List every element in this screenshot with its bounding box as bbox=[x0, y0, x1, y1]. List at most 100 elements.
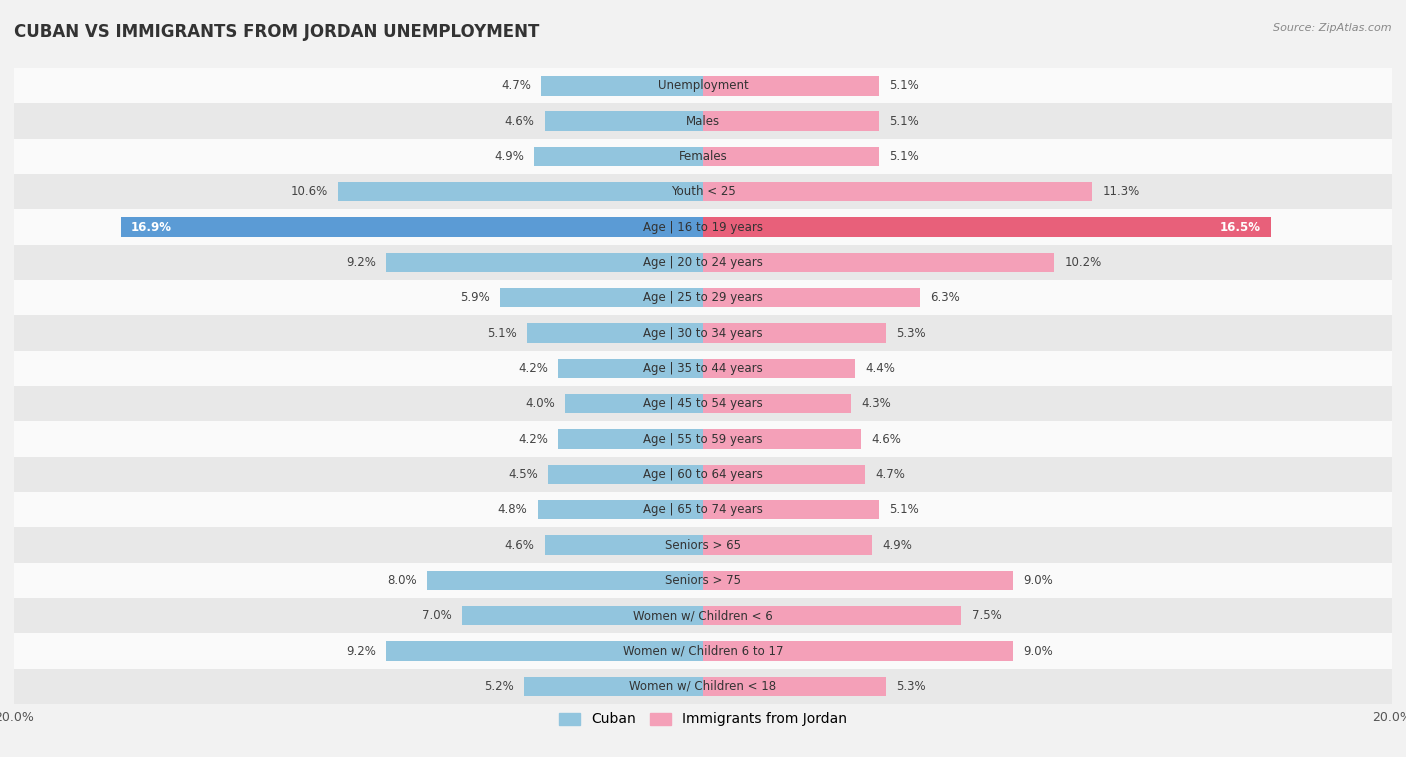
Bar bbox=[14, 422, 1392, 456]
Text: 5.2%: 5.2% bbox=[484, 680, 513, 693]
Text: 5.3%: 5.3% bbox=[896, 326, 925, 340]
Text: 5.1%: 5.1% bbox=[889, 79, 918, 92]
Bar bbox=[703, 253, 1054, 273]
Bar bbox=[337, 182, 703, 201]
Bar bbox=[558, 359, 703, 378]
Text: 5.9%: 5.9% bbox=[460, 291, 489, 304]
Bar bbox=[703, 677, 886, 696]
Text: Females: Females bbox=[679, 150, 727, 163]
Bar bbox=[14, 668, 1392, 704]
Text: 10.6%: 10.6% bbox=[290, 185, 328, 198]
Text: 16.9%: 16.9% bbox=[131, 220, 172, 234]
Text: Age | 60 to 64 years: Age | 60 to 64 years bbox=[643, 468, 763, 481]
Text: Seniors > 65: Seniors > 65 bbox=[665, 538, 741, 552]
Bar bbox=[537, 500, 703, 519]
Bar bbox=[703, 288, 920, 307]
Text: 7.0%: 7.0% bbox=[422, 609, 451, 622]
Text: 4.6%: 4.6% bbox=[872, 432, 901, 446]
Text: 11.3%: 11.3% bbox=[1102, 185, 1140, 198]
Text: 4.5%: 4.5% bbox=[508, 468, 537, 481]
Text: Age | 55 to 59 years: Age | 55 to 59 years bbox=[643, 432, 763, 446]
Bar bbox=[14, 528, 1392, 562]
Text: 8.0%: 8.0% bbox=[388, 574, 418, 587]
Text: 4.9%: 4.9% bbox=[494, 150, 524, 163]
Bar bbox=[703, 76, 879, 95]
Text: Unemployment: Unemployment bbox=[658, 79, 748, 92]
Text: 4.2%: 4.2% bbox=[519, 362, 548, 375]
Bar bbox=[14, 280, 1392, 316]
Bar bbox=[703, 465, 865, 484]
Bar bbox=[703, 641, 1012, 661]
Text: 4.8%: 4.8% bbox=[498, 503, 527, 516]
Bar bbox=[524, 677, 703, 696]
Text: Seniors > 75: Seniors > 75 bbox=[665, 574, 741, 587]
Text: 5.1%: 5.1% bbox=[889, 114, 918, 128]
Text: Age | 35 to 44 years: Age | 35 to 44 years bbox=[643, 362, 763, 375]
Bar bbox=[544, 111, 703, 131]
Bar bbox=[121, 217, 703, 237]
Bar bbox=[427, 571, 703, 590]
Bar bbox=[703, 217, 1271, 237]
Bar bbox=[14, 174, 1392, 210]
Bar bbox=[558, 429, 703, 449]
Bar bbox=[565, 394, 703, 413]
Text: 9.0%: 9.0% bbox=[1024, 644, 1053, 658]
Text: Source: ZipAtlas.com: Source: ZipAtlas.com bbox=[1274, 23, 1392, 33]
Bar bbox=[14, 316, 1392, 350]
Text: Youth < 25: Youth < 25 bbox=[671, 185, 735, 198]
Text: Age | 25 to 29 years: Age | 25 to 29 years bbox=[643, 291, 763, 304]
Text: 4.9%: 4.9% bbox=[882, 538, 912, 552]
Text: 5.1%: 5.1% bbox=[889, 503, 918, 516]
Bar bbox=[703, 394, 851, 413]
Bar bbox=[461, 606, 703, 625]
Bar bbox=[14, 634, 1392, 668]
Bar bbox=[703, 535, 872, 555]
Text: 4.7%: 4.7% bbox=[501, 79, 531, 92]
Text: 9.2%: 9.2% bbox=[346, 644, 375, 658]
Text: Women w/ Children 6 to 17: Women w/ Children 6 to 17 bbox=[623, 644, 783, 658]
Bar bbox=[548, 465, 703, 484]
Text: 4.6%: 4.6% bbox=[505, 114, 534, 128]
Bar bbox=[14, 210, 1392, 245]
Bar bbox=[14, 104, 1392, 139]
Bar bbox=[703, 571, 1012, 590]
Bar bbox=[703, 429, 862, 449]
Text: 5.3%: 5.3% bbox=[896, 680, 925, 693]
Text: 10.2%: 10.2% bbox=[1064, 256, 1102, 269]
Text: 9.0%: 9.0% bbox=[1024, 574, 1053, 587]
Text: 9.2%: 9.2% bbox=[346, 256, 375, 269]
Bar bbox=[14, 139, 1392, 174]
Bar bbox=[703, 606, 962, 625]
Text: 4.0%: 4.0% bbox=[524, 397, 555, 410]
Bar bbox=[499, 288, 703, 307]
Bar bbox=[387, 641, 703, 661]
Text: Women w/ Children < 18: Women w/ Children < 18 bbox=[630, 680, 776, 693]
Bar bbox=[703, 323, 886, 343]
Text: 4.2%: 4.2% bbox=[519, 432, 548, 446]
Text: Age | 30 to 34 years: Age | 30 to 34 years bbox=[643, 326, 763, 340]
Text: 5.1%: 5.1% bbox=[488, 326, 517, 340]
Text: 6.3%: 6.3% bbox=[931, 291, 960, 304]
Text: Age | 20 to 24 years: Age | 20 to 24 years bbox=[643, 256, 763, 269]
Text: 4.7%: 4.7% bbox=[875, 468, 905, 481]
Bar bbox=[703, 182, 1092, 201]
Text: 4.6%: 4.6% bbox=[505, 538, 534, 552]
Text: Women w/ Children < 6: Women w/ Children < 6 bbox=[633, 609, 773, 622]
Bar bbox=[703, 147, 879, 167]
Text: 4.4%: 4.4% bbox=[865, 362, 894, 375]
Bar bbox=[14, 492, 1392, 528]
Text: Males: Males bbox=[686, 114, 720, 128]
Bar bbox=[703, 500, 879, 519]
Bar bbox=[534, 147, 703, 167]
Text: 5.1%: 5.1% bbox=[889, 150, 918, 163]
Bar bbox=[387, 253, 703, 273]
Bar bbox=[541, 76, 703, 95]
Bar bbox=[703, 359, 855, 378]
Bar bbox=[14, 245, 1392, 280]
Text: Age | 65 to 74 years: Age | 65 to 74 years bbox=[643, 503, 763, 516]
Bar bbox=[14, 386, 1392, 422]
Bar bbox=[14, 456, 1392, 492]
Bar bbox=[544, 535, 703, 555]
Bar bbox=[14, 598, 1392, 634]
Legend: Cuban, Immigrants from Jordan: Cuban, Immigrants from Jordan bbox=[554, 707, 852, 732]
